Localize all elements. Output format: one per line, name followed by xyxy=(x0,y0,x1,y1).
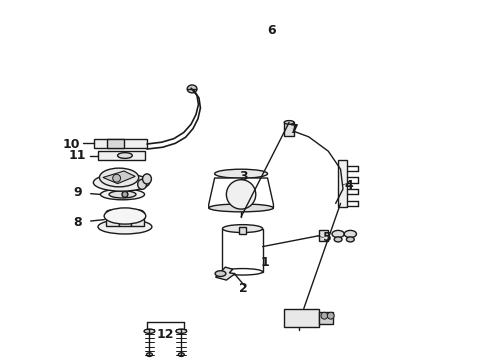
Ellipse shape xyxy=(94,174,150,191)
Text: 12: 12 xyxy=(157,328,174,341)
Bar xyxy=(284,122,294,136)
Bar xyxy=(319,312,333,324)
Polygon shape xyxy=(98,151,145,160)
Text: 1: 1 xyxy=(260,256,269,269)
Text: 4: 4 xyxy=(344,179,353,192)
Ellipse shape xyxy=(284,121,294,124)
Ellipse shape xyxy=(222,225,263,233)
Text: 3: 3 xyxy=(239,170,248,183)
Bar xyxy=(318,230,328,241)
Ellipse shape xyxy=(138,179,147,189)
Polygon shape xyxy=(209,178,273,208)
Text: 8: 8 xyxy=(73,216,82,229)
Circle shape xyxy=(226,180,256,209)
Ellipse shape xyxy=(104,208,146,224)
Ellipse shape xyxy=(222,269,263,275)
Ellipse shape xyxy=(119,210,131,214)
Text: 9: 9 xyxy=(73,186,82,199)
Text: 2: 2 xyxy=(239,282,248,294)
Ellipse shape xyxy=(143,174,151,184)
Ellipse shape xyxy=(334,237,342,242)
Bar xyxy=(119,212,131,226)
Text: 6: 6 xyxy=(268,24,276,37)
Ellipse shape xyxy=(332,230,344,238)
Circle shape xyxy=(113,174,121,182)
Ellipse shape xyxy=(147,353,152,356)
Ellipse shape xyxy=(100,189,145,200)
Ellipse shape xyxy=(215,169,268,178)
Ellipse shape xyxy=(99,168,139,187)
Bar xyxy=(222,229,263,272)
Ellipse shape xyxy=(98,220,152,234)
Ellipse shape xyxy=(118,153,132,158)
Ellipse shape xyxy=(187,85,197,93)
Text: 11: 11 xyxy=(69,149,86,162)
Text: 7: 7 xyxy=(290,123,298,136)
Ellipse shape xyxy=(106,210,119,214)
Bar xyxy=(239,227,246,234)
Ellipse shape xyxy=(109,191,136,198)
Bar xyxy=(131,212,144,226)
Ellipse shape xyxy=(178,353,184,356)
Ellipse shape xyxy=(346,237,354,242)
Ellipse shape xyxy=(215,271,226,276)
Bar xyxy=(107,139,124,148)
Text: 5: 5 xyxy=(323,231,332,244)
Circle shape xyxy=(122,192,128,197)
Text: 10: 10 xyxy=(62,138,80,150)
Bar xyxy=(338,160,347,207)
Ellipse shape xyxy=(344,230,356,238)
Ellipse shape xyxy=(144,329,155,333)
Circle shape xyxy=(321,312,328,319)
Bar xyxy=(106,212,119,226)
Ellipse shape xyxy=(131,210,144,214)
Polygon shape xyxy=(103,171,135,184)
Bar xyxy=(284,309,319,327)
Circle shape xyxy=(327,312,334,319)
Polygon shape xyxy=(216,267,235,280)
Polygon shape xyxy=(94,139,147,148)
Ellipse shape xyxy=(209,204,273,212)
Ellipse shape xyxy=(176,329,187,333)
